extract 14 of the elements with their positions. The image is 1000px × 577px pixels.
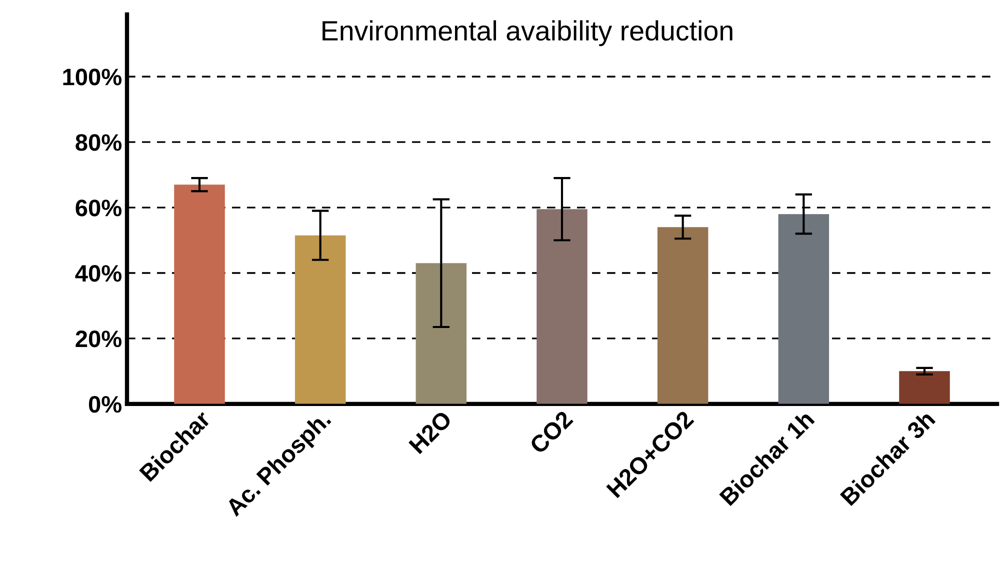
bar [294,235,346,404]
chart-title: Environmental avaibility reduction [322,20,732,46]
y-tick-label: 100% [63,68,122,86]
y-tick-label: 80% [76,134,122,151]
y-tick-label: 20% [76,330,122,348]
bar [174,184,225,404]
bar [416,263,467,404]
y-tick-label: 0% [88,396,122,413]
y-tick-label: 40% [75,265,122,282]
bar [657,227,708,404]
bar [899,371,950,404]
y-tick-label: 60% [76,200,122,216]
bar [536,209,588,404]
bar [778,214,830,404]
